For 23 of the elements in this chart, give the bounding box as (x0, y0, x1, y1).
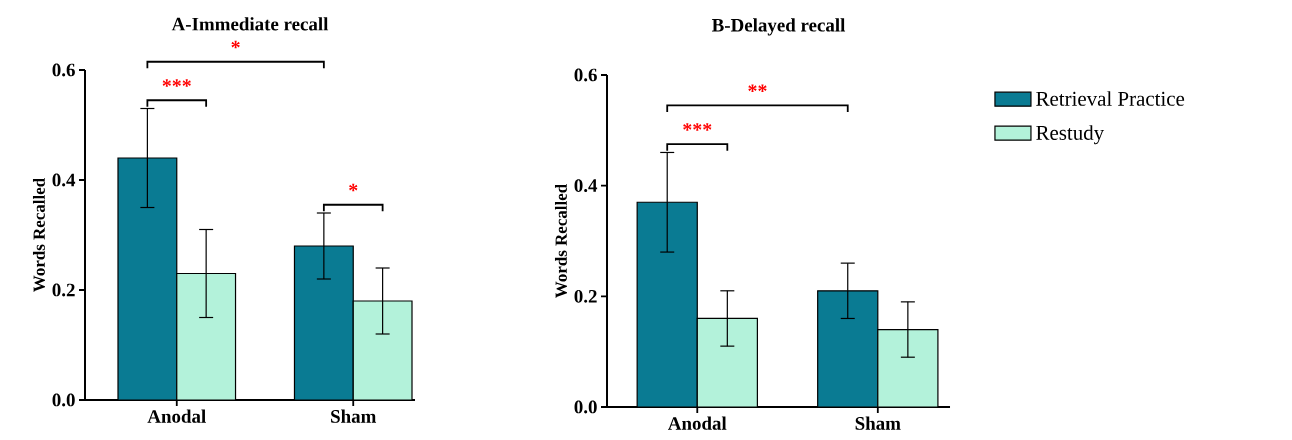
y-tick-label: 0.4 (574, 179, 598, 193)
x-tick-label: Sham (855, 416, 901, 430)
chart-title: B-Delayed recall (711, 18, 846, 36)
y-tick-label: 0.0 (574, 400, 597, 414)
y-tick-label: 0.0 (52, 393, 75, 407)
x-tick-label: Sham (331, 409, 377, 423)
annotation: *** (683, 123, 712, 131)
y-tick-label: 0.6 (52, 63, 75, 77)
y-tick-label: 0.4 (52, 173, 76, 187)
annotation: * (349, 183, 358, 192)
y-axis-title: Words Recalled (32, 178, 45, 292)
x-tick-label: Anodal (668, 416, 727, 430)
annotation: ** (748, 84, 767, 92)
legend-label: Restudy (1036, 125, 1105, 145)
x-tick-label: Anodal (147, 409, 206, 423)
y-tick-label: 0.2 (574, 289, 597, 303)
annotation: *** (162, 79, 191, 87)
chart-title: A-Immediate recall (171, 17, 329, 31)
y-tick-label: 0.2 (52, 283, 75, 297)
text: * (231, 40, 240, 49)
legend-label: Retrieval Practice (1036, 91, 1185, 106)
y-axis-title: Words Recalled (554, 184, 567, 298)
y-tick-label: 0.6 (574, 68, 597, 82)
